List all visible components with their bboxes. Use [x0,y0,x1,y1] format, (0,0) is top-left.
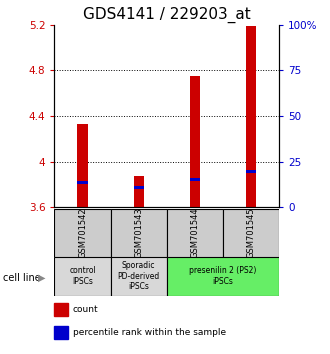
Bar [190,76,200,207]
Text: cell line: cell line [3,273,41,283]
Text: GSM701545: GSM701545 [246,207,255,258]
Text: control
IPSCs: control IPSCs [69,267,96,286]
Text: Sporadic
PD-derived
iPSCs: Sporadic PD-derived iPSCs [117,261,160,291]
Bar [111,257,167,296]
Bar [54,257,111,296]
Text: GSM701543: GSM701543 [134,207,143,258]
Title: GDS4141 / 229203_at: GDS4141 / 229203_at [83,7,250,23]
Bar [78,181,87,184]
Bar [78,124,87,207]
Text: GSM701542: GSM701542 [78,207,87,258]
Bar [167,257,279,296]
Bar [246,26,256,207]
Bar [246,170,256,173]
Text: count: count [73,305,98,314]
Bar [134,186,144,189]
Bar [134,176,144,207]
Text: presenilin 2 (PS2)
iPSCs: presenilin 2 (PS2) iPSCs [189,267,256,286]
Bar [223,209,279,257]
Text: ▶: ▶ [38,273,46,283]
Text: percentile rank within the sample: percentile rank within the sample [73,328,226,337]
Bar [111,209,167,257]
Text: GSM701544: GSM701544 [190,207,199,258]
Bar [190,178,200,181]
Bar [167,209,223,257]
Bar [54,209,111,257]
